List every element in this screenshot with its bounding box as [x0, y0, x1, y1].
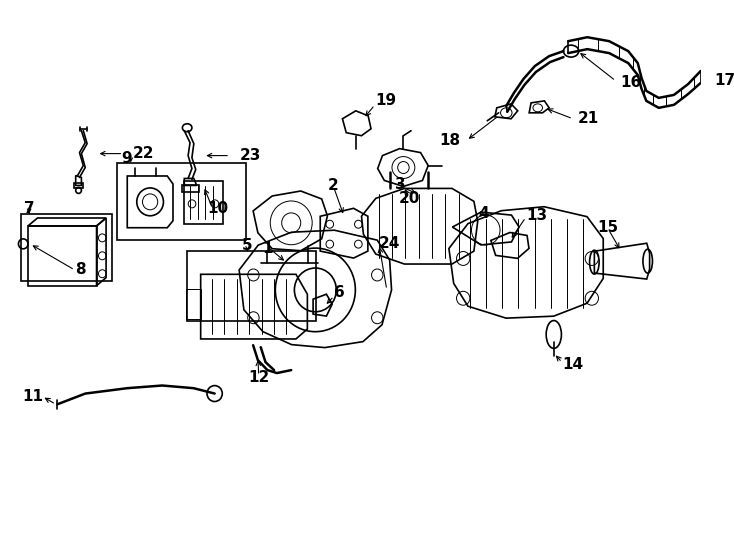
Text: 3: 3 [395, 177, 405, 192]
Text: 20: 20 [399, 191, 420, 206]
Text: 10: 10 [208, 201, 229, 215]
Text: 7: 7 [24, 201, 35, 215]
Text: 5: 5 [242, 238, 252, 253]
Text: 9: 9 [122, 151, 132, 166]
Text: 2: 2 [328, 178, 339, 193]
Text: 19: 19 [376, 93, 397, 109]
Text: 12: 12 [248, 370, 269, 385]
Text: 23: 23 [239, 148, 261, 163]
Text: 15: 15 [597, 220, 619, 234]
Text: 4: 4 [479, 206, 489, 221]
Bar [21, 214, 112, 281]
Text: 11: 11 [22, 389, 43, 404]
Text: 6: 6 [334, 285, 345, 300]
Bar [186, 251, 316, 321]
Text: 21: 21 [578, 111, 599, 126]
Text: 13: 13 [526, 208, 547, 222]
Text: 1: 1 [262, 241, 272, 256]
Text: 14: 14 [562, 356, 584, 372]
Text: 22: 22 [133, 146, 154, 161]
Bar [117, 163, 246, 240]
Text: 8: 8 [75, 262, 85, 278]
Text: 18: 18 [440, 133, 461, 148]
Text: 17: 17 [714, 73, 734, 89]
Text: 16: 16 [621, 76, 642, 91]
Text: 24: 24 [379, 235, 400, 251]
